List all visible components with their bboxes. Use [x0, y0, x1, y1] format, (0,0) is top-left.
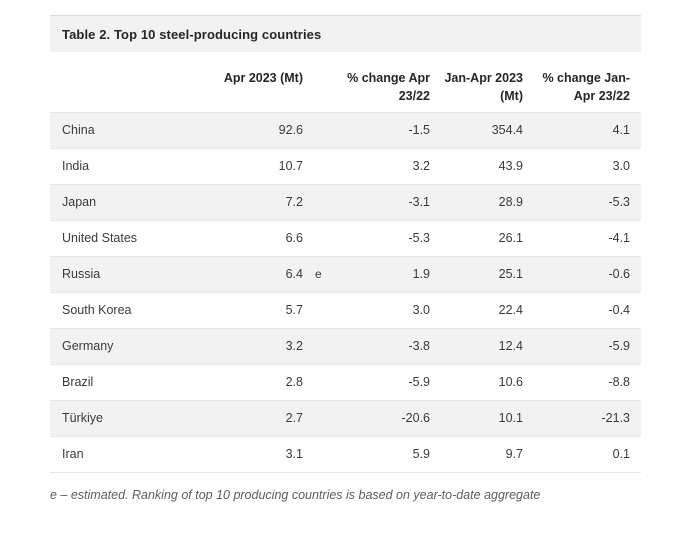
jan-apr-cell: 9.7	[430, 435, 523, 473]
country-cell: Germany	[50, 327, 190, 364]
country-cell: South Korea	[50, 291, 190, 328]
table-row: Japan 7.2 -3.1 28.9 -5.3	[50, 183, 641, 220]
pct-jan-apr-cell: -8.8	[523, 363, 641, 400]
apr-value-cell: 5.7	[190, 291, 303, 328]
table-footnote: e – estimated. Ranking of top 10 produci…	[50, 487, 541, 502]
header-jan-apr-2023: Jan-Apr 2023 (Mt)	[430, 52, 523, 112]
apr-value-cell: 3.2	[190, 327, 303, 364]
apr-value-cell: 3.1	[190, 435, 303, 473]
pct-jan-apr-cell: -5.9	[523, 327, 641, 364]
jan-apr-cell: 43.9	[430, 147, 523, 184]
apr-value-cell: 2.7	[190, 399, 303, 436]
estimate-flag-cell	[303, 111, 335, 148]
jan-apr-cell: 10.6	[430, 363, 523, 400]
table-row: South Korea 5.7 3.0 22.4 -0.4	[50, 291, 641, 328]
estimate-flag-cell	[303, 435, 335, 473]
country-cell: United States	[50, 219, 190, 256]
pct-jan-apr-cell: 0.1	[523, 435, 641, 473]
apr-value-cell: 2.8	[190, 363, 303, 400]
pct-jan-apr-cell: 4.1	[523, 111, 641, 148]
estimate-flag-cell	[303, 399, 335, 436]
pct-apr-cell: -3.8	[335, 327, 430, 364]
table-body: China 92.6 -1.5 354.4 4.1 India 10.7 3.2…	[50, 111, 641, 473]
country-cell: Iran	[50, 435, 190, 473]
jan-apr-cell: 28.9	[430, 183, 523, 220]
table-row: United States 6.6 -5.3 26.1 -4.1	[50, 219, 641, 256]
pct-jan-apr-cell: 3.0	[523, 147, 641, 184]
table-row: China 92.6 -1.5 354.4 4.1	[50, 111, 641, 148]
table-header: Apr 2023 (Mt) % change Apr 23/22 Jan-Apr…	[50, 52, 641, 112]
country-cell: India	[50, 147, 190, 184]
pct-jan-apr-cell: -0.6	[523, 255, 641, 292]
table-row: Iran 3.1 5.9 9.7 0.1	[50, 435, 641, 473]
apr-value-cell: 10.7	[190, 147, 303, 184]
table-row: Brazil 2.8 -5.9 10.6 -8.8	[50, 363, 641, 400]
country-cell: Brazil	[50, 363, 190, 400]
jan-apr-cell: 22.4	[430, 291, 523, 328]
jan-apr-cell: 25.1	[430, 255, 523, 292]
pct-jan-apr-cell: -4.1	[523, 219, 641, 256]
pct-apr-cell: -20.6	[335, 399, 430, 436]
data-table: Apr 2023 (Mt) % change Apr 23/22 Jan-Apr…	[50, 52, 641, 473]
pct-apr-cell: 3.2	[335, 147, 430, 184]
header-pct-change-apr: % change Apr 23/22	[335, 52, 430, 112]
pct-apr-cell: 5.9	[335, 435, 430, 473]
table-title: Table 2. Top 10 steel-producing countrie…	[62, 26, 322, 42]
jan-apr-cell: 354.4	[430, 111, 523, 148]
table-row: Russia 6.4 e 1.9 25.1 -0.6	[50, 255, 641, 292]
country-cell: Russia	[50, 255, 190, 292]
table-title-bar: Table 2. Top 10 steel-producing countrie…	[50, 15, 641, 52]
header-note	[303, 52, 335, 112]
table-row: Germany 3.2 -3.8 12.4 -5.9	[50, 327, 641, 364]
estimate-flag-cell	[303, 291, 335, 328]
header-apr-2023: Apr 2023 (Mt)	[190, 52, 303, 112]
pct-apr-cell: 1.9	[335, 255, 430, 292]
estimate-flag-cell: e	[303, 255, 335, 292]
apr-value-cell: 6.6	[190, 219, 303, 256]
country-cell: Türkiye	[50, 399, 190, 436]
country-cell: Japan	[50, 183, 190, 220]
apr-value-cell: 7.2	[190, 183, 303, 220]
estimate-flag-cell	[303, 327, 335, 364]
jan-apr-cell: 12.4	[430, 327, 523, 364]
pct-jan-apr-cell: -5.3	[523, 183, 641, 220]
table-row: Türkiye 2.7 -20.6 10.1 -21.3	[50, 399, 641, 436]
pct-jan-apr-cell: -21.3	[523, 399, 641, 436]
apr-value-cell: 92.6	[190, 111, 303, 148]
apr-value-cell: 6.4	[190, 255, 303, 292]
jan-apr-cell: 10.1	[430, 399, 523, 436]
header-row: Apr 2023 (Mt) % change Apr 23/22 Jan-Apr…	[50, 52, 641, 112]
estimate-flag-cell	[303, 219, 335, 256]
pct-apr-cell: -5.3	[335, 219, 430, 256]
jan-apr-cell: 26.1	[430, 219, 523, 256]
estimate-flag-cell	[303, 147, 335, 184]
header-country	[50, 52, 190, 112]
steel-production-table: Table 2. Top 10 steel-producing countrie…	[50, 15, 641, 502]
pct-jan-apr-cell: -0.4	[523, 291, 641, 328]
pct-apr-cell: -1.5	[335, 111, 430, 148]
estimate-flag-cell	[303, 183, 335, 220]
header-pct-change-jan-apr: % change Jan- Apr 23/22	[523, 52, 641, 112]
pct-apr-cell: -5.9	[335, 363, 430, 400]
pct-apr-cell: 3.0	[335, 291, 430, 328]
table-row: India 10.7 3.2 43.9 3.0	[50, 147, 641, 184]
country-cell: China	[50, 111, 190, 148]
pct-apr-cell: -3.1	[335, 183, 430, 220]
estimate-flag-cell	[303, 363, 335, 400]
